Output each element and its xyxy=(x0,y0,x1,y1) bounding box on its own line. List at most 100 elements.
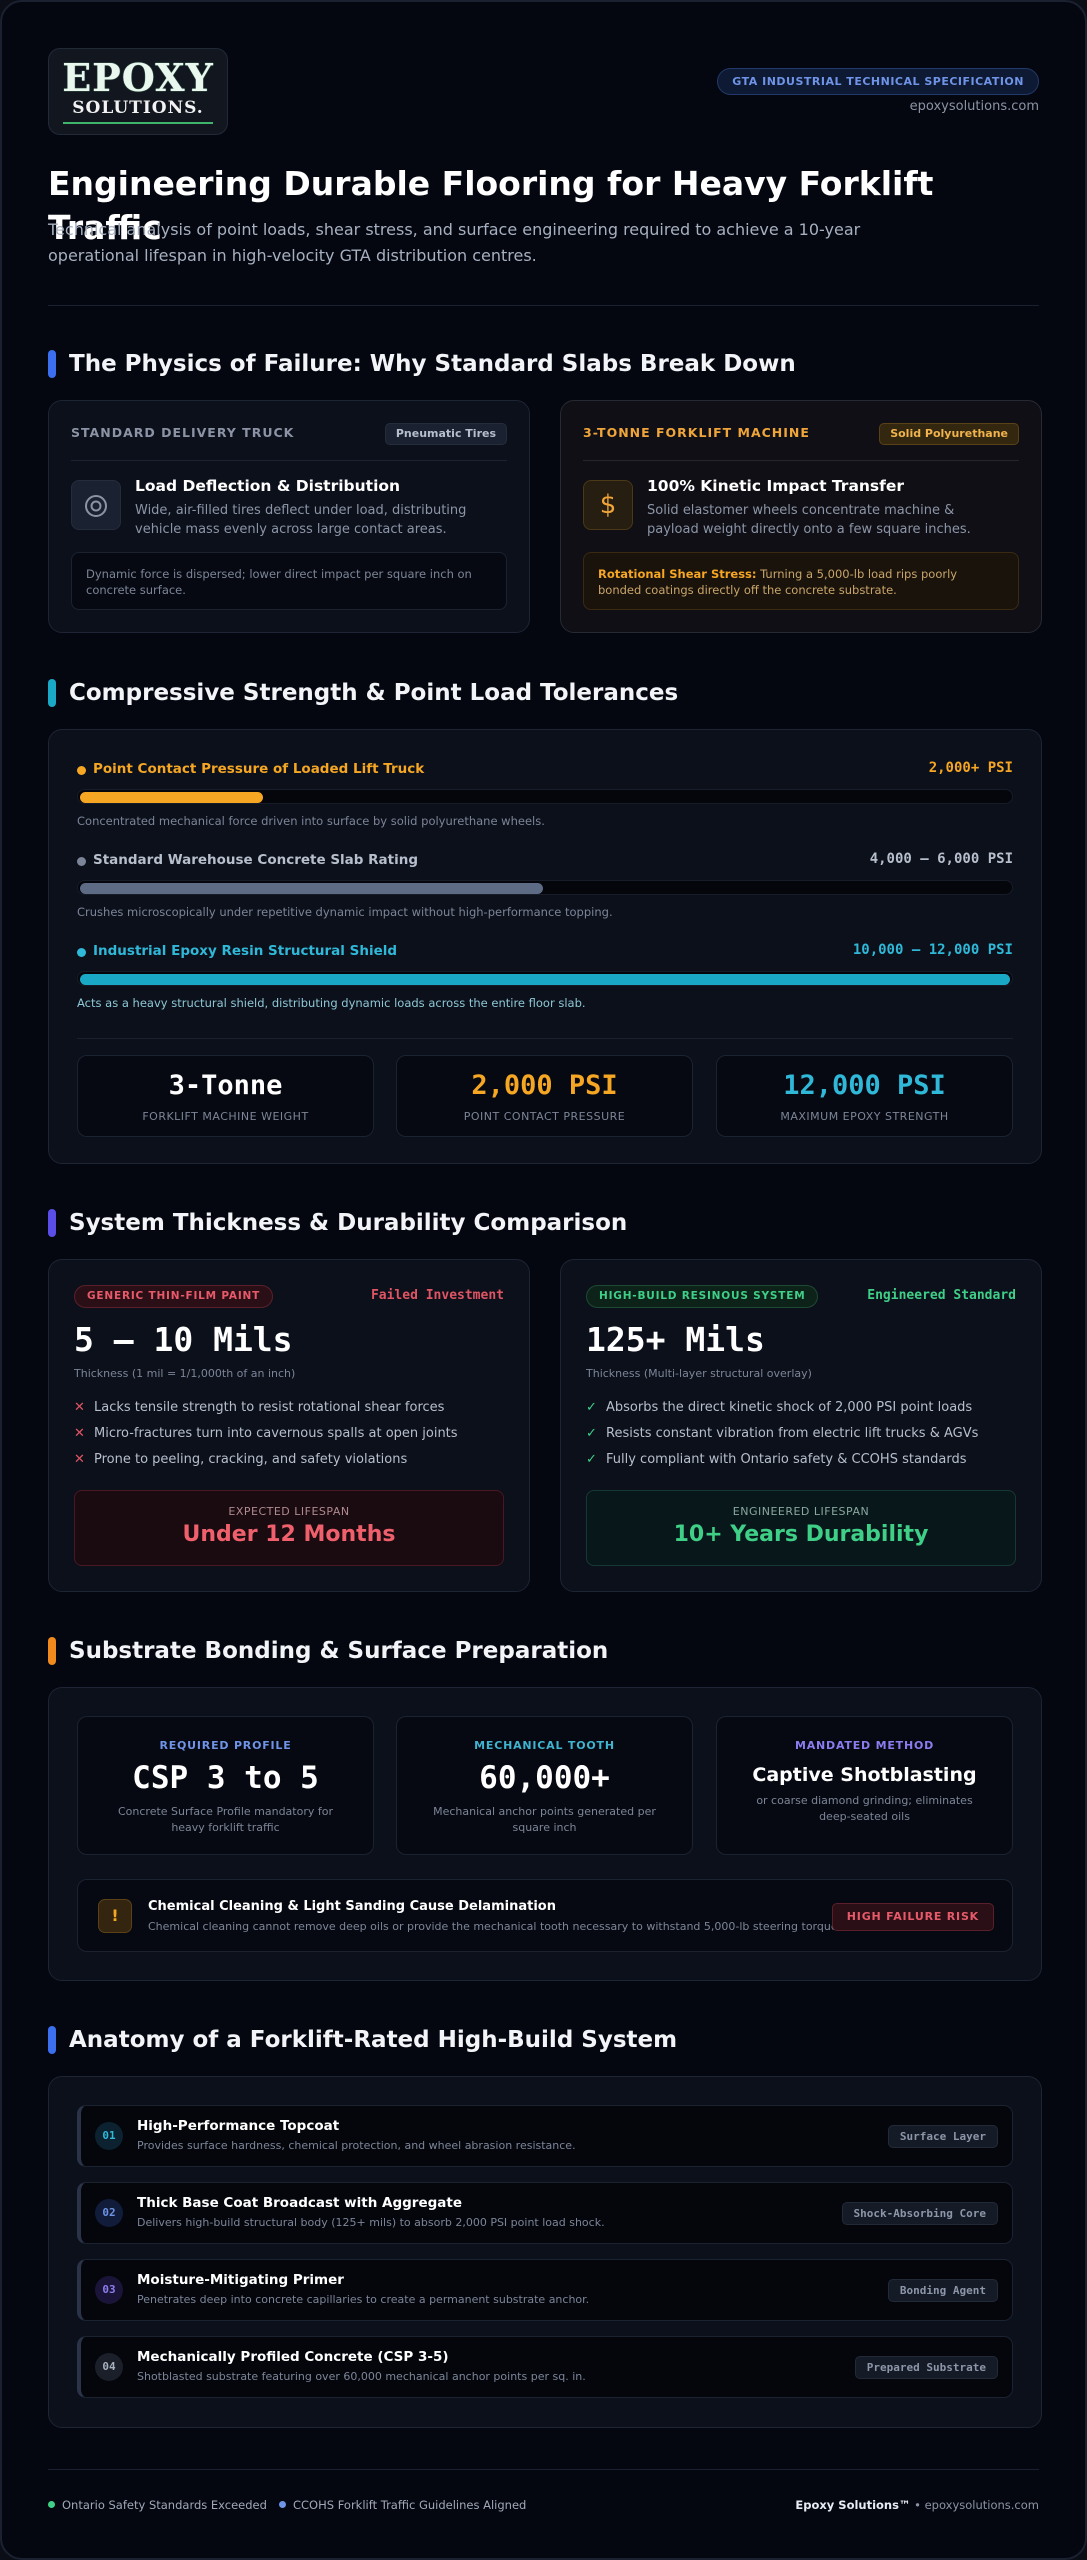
card-divider xyxy=(77,1038,1013,1039)
page-title: Engineering Durable Flooring for Heavy F… xyxy=(48,164,934,247)
warning-title: Chemical Cleaning & Light Sanding Cause … xyxy=(148,1899,556,1914)
mandated-method-card: MANDATED METHOD Captive Shotblasting or … xyxy=(716,1716,1013,1855)
list-item: ✕ Lacks tensile strength to resist rotati… xyxy=(74,1400,444,1415)
bar-fill xyxy=(80,883,543,894)
prep-description: Concrete Surface Profile mandatory for h… xyxy=(117,1805,333,1834)
shear-stress-note: Rotational Shear Stress: Turning a 5,000… xyxy=(583,552,1019,610)
x-icon: ✕ xyxy=(74,1400,85,1415)
list-item: ✓ Resists constant vibration from electri… xyxy=(586,1426,978,1441)
bar-track xyxy=(77,971,1013,986)
stat-value: 2,000 PSI xyxy=(471,1070,618,1101)
section-marker xyxy=(48,679,56,707)
stat-epoxy-strength: 12,000 PSI MAXIMUM EPOXY STRENGTH xyxy=(716,1055,1013,1137)
bar-dot xyxy=(77,857,86,866)
layer-tag: Shock-Absorbing Core xyxy=(841,2202,998,2225)
prep-label: MECHANICAL TOOTH xyxy=(474,1739,615,1752)
bar-caption: Crushes microscopically under repetitive… xyxy=(77,905,613,919)
engineered-lifespan-box: ENGINEERED LIFESPAN 10+ Years Durability xyxy=(586,1490,1016,1566)
layer-tag: Bonding Agent xyxy=(887,2279,998,2302)
bar-fill xyxy=(80,792,263,803)
status-label: Engineered Standard xyxy=(867,1288,1016,1303)
prep-description: or coarse diamond grinding; eliminates d… xyxy=(756,1794,973,1823)
card-divider xyxy=(71,460,507,461)
bar-caption: Acts as a heavy structural shield, distr… xyxy=(77,996,586,1010)
list-item: ✕ Micro-fractures turn into cavernous spa… xyxy=(74,1426,458,1441)
lifespan-value: Under 12 Months xyxy=(182,1522,396,1547)
thickness-value: 5 – 10 Mils xyxy=(74,1320,293,1359)
layer-row-base-coat: 02 Thick Base Coat Broadcast with Aggreg… xyxy=(77,2182,1013,2244)
status-dot xyxy=(279,2501,286,2508)
status-label: Failed Investment xyxy=(370,1288,504,1303)
bar-label: Industrial Epoxy Resin Structural Shield xyxy=(93,943,398,959)
thickness-value: 125+ Mils xyxy=(586,1320,765,1359)
footer-separator: • xyxy=(910,2498,925,2512)
spec-badge: GTA INDUSTRIAL TECHNICAL SPECIFICATION xyxy=(717,68,1039,95)
forklift-card: 3-TONNE FORKLIFT MACHINE Solid Polyureth… xyxy=(560,400,1042,633)
tire-type-tag: Solid Polyurethane xyxy=(879,423,1019,445)
layer-description: Provides surface hardness, chemical prot… xyxy=(137,2139,576,2152)
layer-row-topcoat: 01 High-Performance Topcoat Provides sur… xyxy=(77,2105,1013,2167)
thickness-note: Thickness (1 mil = 1/1,000th of an inch) xyxy=(74,1367,296,1380)
note-strong: Rotational Shear Stress: xyxy=(598,567,757,581)
warning-description: Chemical cleaning cannot remove deep oil… xyxy=(148,1920,842,1933)
tire-type-tag: Pneumatic Tires xyxy=(384,423,507,445)
layer-description: Penetrates deep into concrete capillarie… xyxy=(137,2293,590,2306)
layer-row-concrete: 04 Mechanically Profiled Concrete (CSP 3… xyxy=(77,2336,1013,2398)
failure-risk-badge: HIGH FAILURE RISK xyxy=(831,1903,994,1931)
section-marker xyxy=(48,1209,56,1237)
layer-title: Moisture-Mitigating Primer xyxy=(137,2272,344,2288)
section-title: Anatomy of a Forklift-Rated High-Build S… xyxy=(69,2027,678,2053)
substrate-card: REQUIRED PROFILE CSP 3 to 5 Concrete Sur… xyxy=(48,1687,1042,1981)
section-title: Compressive Strength & Point Load Tolera… xyxy=(69,680,679,706)
layer-tag: Surface Layer xyxy=(887,2125,998,2148)
expected-lifespan-box: EXPECTED LIFESPAN Under 12 Months xyxy=(74,1490,504,1566)
card-divider xyxy=(583,460,1019,461)
card-heading: 100% Kinetic Impact Transfer xyxy=(647,477,905,495)
check-icon: ✓ xyxy=(586,1426,597,1441)
bullet-text: Fully compliant with Ontario safety & CC… xyxy=(606,1452,967,1467)
check-icon: ✓ xyxy=(586,1452,597,1467)
target-icon xyxy=(71,480,121,530)
dollar-icon: $ xyxy=(583,480,633,530)
card-description: Wide, air-filled tires deflect under loa… xyxy=(135,503,467,537)
lifespan-value: 10+ Years Durability xyxy=(673,1522,929,1547)
layer-description: Delivers high-build structural body (125… xyxy=(137,2216,605,2229)
status-dot xyxy=(48,2501,55,2508)
footer-brand: Epoxy Solutions™ • epoxysolutions.com xyxy=(795,2498,1039,2512)
required-profile-card: REQUIRED PROFILE CSP 3 to 5 Concrete Sur… xyxy=(77,1716,374,1855)
layer-tag: Prepared Substrate xyxy=(854,2356,998,2379)
section-marker xyxy=(48,2026,56,2054)
header-domain[interactable]: epoxysolutions.com xyxy=(909,99,1039,114)
layer-description: Shotblasted substrate featuring over 60,… xyxy=(137,2370,586,2383)
stat-label: POINT CONTACT PRESSURE xyxy=(463,1110,626,1123)
section-marker xyxy=(48,1637,56,1665)
check-icon: ✓ xyxy=(586,1400,597,1415)
list-item: ✓ Fully compliant with Ontario safety & C… xyxy=(586,1452,967,1467)
bullet-text: Lacks tensile strength to resist rotatio… xyxy=(94,1400,445,1415)
layer-title: High-Performance Topcoat xyxy=(137,2118,340,2134)
bar-caption: Concentrated mechanical force driven int… xyxy=(77,814,545,828)
footer-domain[interactable]: epoxysolutions.com xyxy=(924,2498,1039,2512)
card-label: 3-TONNE FORKLIFT MACHINE xyxy=(583,425,810,440)
card-note: Dynamic force is dispersed; lower direct… xyxy=(71,552,507,610)
bar-label: Standard Warehouse Concrete Slab Rating xyxy=(93,852,419,868)
section-marker xyxy=(48,350,56,378)
bullet-text: Micro-fractures turn into cavernous spal… xyxy=(94,1426,458,1441)
footer-text: CCOHS Forklift Traffic Guidelines Aligne… xyxy=(293,2498,527,2512)
footer-divider xyxy=(48,2469,1039,2470)
bar-value: 10,000 – 12,000 PSI xyxy=(852,942,1013,958)
layer-title: Mechanically Profiled Concrete (CSP 3-5) xyxy=(137,2349,449,2365)
stat-forklift-weight: 3-Tonne FORKLIFT MACHINE WEIGHT xyxy=(77,1055,374,1137)
bullet-text: Absorbs the direct kinetic shock of 2,00… xyxy=(606,1400,973,1415)
bar-value: 2,000+ PSI xyxy=(928,760,1013,776)
card-description: Solid elastomer wheels concentrate machi… xyxy=(647,503,971,537)
page-subtitle: Technical analysis of point loads, shear… xyxy=(48,220,861,265)
layer-number: 03 xyxy=(95,2276,123,2304)
layer-number: 04 xyxy=(95,2353,123,2381)
card-heading: Load Deflection & Distribution xyxy=(135,477,401,495)
company-logo[interactable]: EPOXY SOLUTIONS. xyxy=(48,48,228,135)
system-anatomy-card: 01 High-Performance Topcoat Provides sur… xyxy=(48,2076,1042,2428)
layer-number: 01 xyxy=(95,2122,123,2150)
stat-label: MAXIMUM EPOXY STRENGTH xyxy=(780,1110,949,1123)
